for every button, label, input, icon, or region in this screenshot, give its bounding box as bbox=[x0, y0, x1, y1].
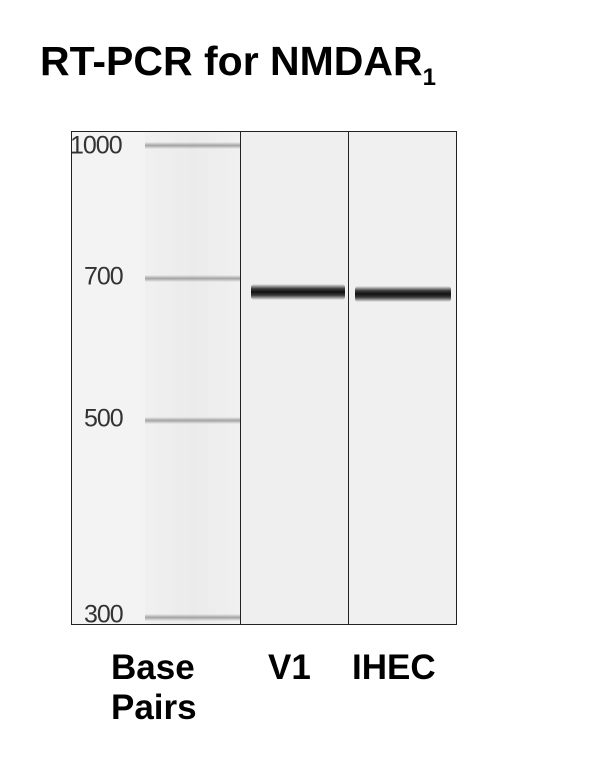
bp-label-700: 700 bbox=[84, 262, 124, 291]
bp-label-500: 500 bbox=[84, 404, 124, 433]
lane-label-ihec: IHEC bbox=[352, 648, 436, 687]
band-ihec bbox=[355, 286, 451, 302]
ladder-band-1000 bbox=[145, 142, 240, 149]
lane-v1 bbox=[240, 132, 348, 624]
lane-label-line2: Pairs bbox=[111, 688, 197, 728]
figure-title: RT-PCR for NMDAR1 bbox=[40, 38, 436, 91]
ladder-strip bbox=[145, 132, 240, 624]
title-subscript: 1 bbox=[422, 64, 436, 91]
ladder-band-700 bbox=[145, 275, 240, 282]
ladder-band-300 bbox=[145, 614, 240, 621]
ladder-band-500 bbox=[145, 417, 240, 424]
gel-image: 1000 700 500 300 bbox=[71, 131, 457, 625]
lane-ihec bbox=[348, 132, 456, 624]
bp-label-1000: 1000 bbox=[71, 131, 123, 160]
lane-ladder: 1000 700 500 300 bbox=[72, 132, 240, 624]
band-v1 bbox=[251, 284, 345, 300]
lane-label-v1: V1 bbox=[268, 648, 311, 687]
lane-label-line1: Base bbox=[111, 648, 195, 687]
bp-label-300: 300 bbox=[84, 600, 124, 625]
lane-label-base-pairs: Base Pairs bbox=[111, 648, 197, 729]
